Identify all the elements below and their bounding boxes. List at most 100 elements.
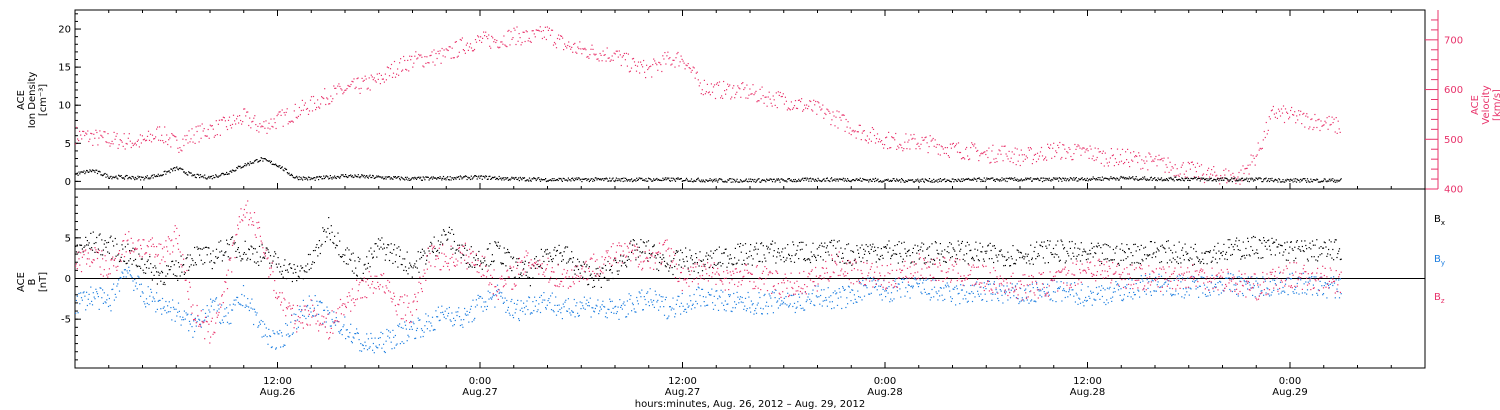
bx-series-point: [117, 254, 119, 256]
ion-density-series-point: [1012, 177, 1014, 180]
bx-series-point: [350, 259, 352, 261]
ion-density-series-point: [748, 178, 750, 180]
by-series-point: [245, 304, 247, 306]
bx-series-point: [990, 249, 992, 252]
bx-series-point: [825, 251, 827, 253]
velocity-series-point: [608, 57, 610, 59]
velocity-series-point: [290, 120, 292, 122]
by-series-point: [569, 312, 571, 314]
by-series-point: [443, 316, 445, 318]
ion-density-series-point: [1326, 181, 1328, 183]
velocity-series-point: [1208, 167, 1210, 169]
by-series-point: [430, 322, 432, 324]
ion-density-series-point: [362, 176, 364, 178]
ion-density-series-point: [1007, 177, 1009, 179]
velocity-series-point: [1171, 166, 1173, 168]
ion-density-series-point: [875, 180, 877, 182]
ion-density-series-point: [550, 180, 553, 182]
ion-density-series-point: [890, 179, 892, 181]
ion-density-series-point: [293, 177, 295, 179]
ion-density-series-point: [446, 177, 448, 179]
ion-density-series-point: [88, 171, 90, 173]
ion-density-series-point: [988, 178, 990, 180]
bx-series-point: [954, 250, 956, 252]
bx-series-point: [1036, 241, 1038, 243]
by-series-point: [200, 326, 202, 328]
velocity-series-point: [1230, 174, 1232, 176]
velocity-series-point: [341, 89, 343, 91]
bx-series-point: [1287, 259, 1289, 261]
ion-density-series-point: [97, 170, 99, 173]
bx-series-point: [869, 252, 871, 255]
velocity-series-point: [446, 49, 448, 51]
ion-density-series-point: [746, 180, 748, 182]
bx-series-point: [727, 255, 729, 257]
ion-density-series-point: [944, 181, 947, 183]
velocity-series-point: [263, 121, 265, 123]
velocity-series-point: [1183, 173, 1185, 175]
bx-series-point: [436, 250, 438, 252]
bx-series-point: [817, 254, 819, 256]
ion-density-series-point: [742, 180, 744, 183]
bx-series-point: [279, 271, 281, 273]
ion-density-series-point: [967, 177, 969, 180]
ion-density-series-point: [1260, 178, 1262, 180]
bx-series-point: [1166, 240, 1168, 243]
ion-density-series-point: [1056, 178, 1058, 180]
bx-series-point: [1206, 263, 1208, 265]
velocity-series-point: [262, 126, 264, 128]
velocity-series-point: [532, 30, 534, 32]
bx-series-point: [1162, 246, 1164, 248]
by-series-point: [447, 315, 449, 317]
bx-series-point: [796, 249, 798, 251]
bx-series-point: [140, 267, 142, 269]
bx-series-point: [1019, 257, 1021, 259]
bx-series-point: [758, 260, 760, 263]
velocity-series-point: [541, 37, 543, 40]
ion-density-series-point: [1283, 181, 1285, 183]
bx-series-point: [185, 258, 187, 260]
ion-density-series-point: [998, 180, 1001, 182]
bx-series-point: [301, 267, 303, 269]
velocity-series-point: [505, 45, 507, 47]
ion-density-series-point: [1207, 178, 1209, 180]
bx-series-point: [777, 251, 779, 253]
ion-density-series-point: [1289, 180, 1291, 182]
by-series-point: [207, 315, 209, 317]
velocity-series-point: [942, 148, 944, 150]
velocity-series-point: [1214, 171, 1216, 173]
bx-series-point: [294, 268, 296, 270]
ion-density-series-point: [323, 175, 325, 177]
ion-density-series-point: [650, 179, 652, 181]
by-series-point: [574, 316, 576, 318]
velocity-series-point: [431, 51, 433, 53]
bx-series-point: [244, 240, 246, 242]
ion-density-series-point: [698, 179, 700, 181]
by-series-point: [468, 321, 470, 323]
velocity-series-point: [139, 134, 141, 136]
bx-series-point: [896, 244, 898, 246]
bx-series-point: [918, 258, 920, 260]
velocity-series-point: [577, 46, 579, 48]
by-series-point: [147, 286, 149, 288]
by-series-point: [350, 340, 353, 343]
ion-density-series-point: [320, 176, 322, 178]
bx-series-point: [993, 245, 995, 247]
bx-series-point: [538, 266, 540, 268]
bx-series-point: [383, 243, 385, 245]
ion-density-series-point: [695, 180, 697, 182]
ion-density-series-point: [96, 169, 98, 171]
bx-series-point: [1296, 240, 1298, 242]
bx-series-point: [690, 255, 693, 257]
by-series-point: [206, 305, 208, 307]
ion-density-series-point: [1222, 179, 1224, 181]
bx-series-point: [105, 246, 107, 248]
bx-series-point: [513, 277, 515, 279]
ion-density-series-point: [1322, 181, 1324, 183]
by-series-point: [586, 299, 588, 301]
bx-series-point: [1167, 240, 1169, 242]
velocity-series-point: [963, 157, 965, 159]
by-series-point: [112, 288, 114, 290]
bx-series-point: [521, 275, 523, 277]
ion-density-series-point: [627, 179, 629, 181]
